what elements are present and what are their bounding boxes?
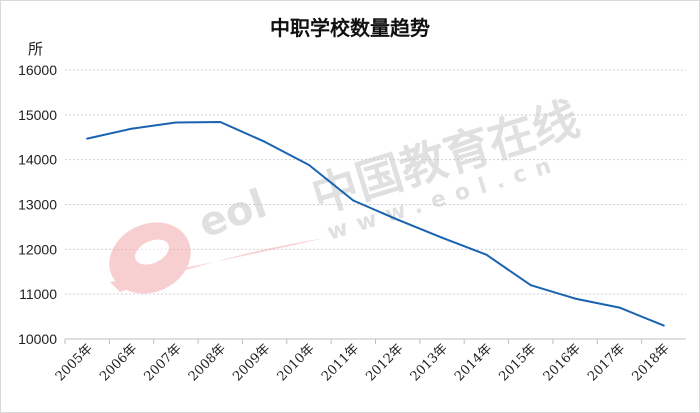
x-tick-label: 2011年 (319, 341, 362, 384)
data-point (130, 127, 133, 130)
series-group (86, 121, 665, 327)
y-tick-label: 16000 (18, 62, 57, 78)
data-point (396, 218, 399, 221)
data-point (574, 297, 577, 300)
x-tick-label: 2006年 (97, 341, 140, 384)
y-tick-label: 15000 (18, 107, 57, 123)
watermark-logo-swoosh (110, 238, 325, 292)
x-tick-label: 2010年 (275, 341, 318, 384)
x-tick-label: 2017年 (585, 341, 628, 384)
y-tick-label: 13000 (18, 197, 57, 213)
y-tick-label: 14000 (18, 152, 57, 168)
x-tick-label: 2005年 (53, 341, 96, 384)
x-tick-label: 2012年 (363, 341, 406, 384)
watermark-logo-text: eol (193, 181, 273, 248)
y-axis-ticks: 10000 11000 12000 13000 14000 15000 16000 (18, 62, 57, 347)
data-point (307, 164, 310, 167)
data-point (263, 140, 266, 143)
watermark-logo-e-hole (135, 239, 169, 265)
x-tick-label: 2014年 (452, 341, 495, 384)
x-tick-label: 2018年 (629, 341, 672, 384)
y-tick-label: 12000 (18, 241, 57, 257)
x-tick-label: 2013年 (408, 341, 451, 384)
y-axis-unit-label: 所 (28, 40, 44, 58)
data-point (86, 137, 89, 140)
data-point (441, 236, 444, 239)
data-point (662, 324, 665, 327)
y-tick-label: 11000 (19, 286, 57, 302)
data-point (219, 121, 222, 124)
x-tick-label: 2015年 (496, 341, 539, 384)
x-tick-label: 2009年 (230, 341, 273, 384)
x-axis-ticks: 2005年 2006年 2007年 2008年 2009年 2010年 2011年 2012年… (53, 339, 673, 384)
series-line (86, 121, 665, 327)
y-tick-label: 10000 (18, 331, 57, 347)
data-point (485, 253, 488, 256)
data-point (352, 199, 355, 202)
x-tick-label: 2007年 (142, 341, 185, 384)
x-tick-label: 2008年 (186, 341, 229, 384)
data-point (618, 306, 621, 309)
x-tick-label: 2016年 (541, 341, 584, 384)
data-point (529, 284, 532, 287)
data-point (174, 121, 177, 124)
chart-title: 中职学校数量趋势 (270, 16, 430, 40)
